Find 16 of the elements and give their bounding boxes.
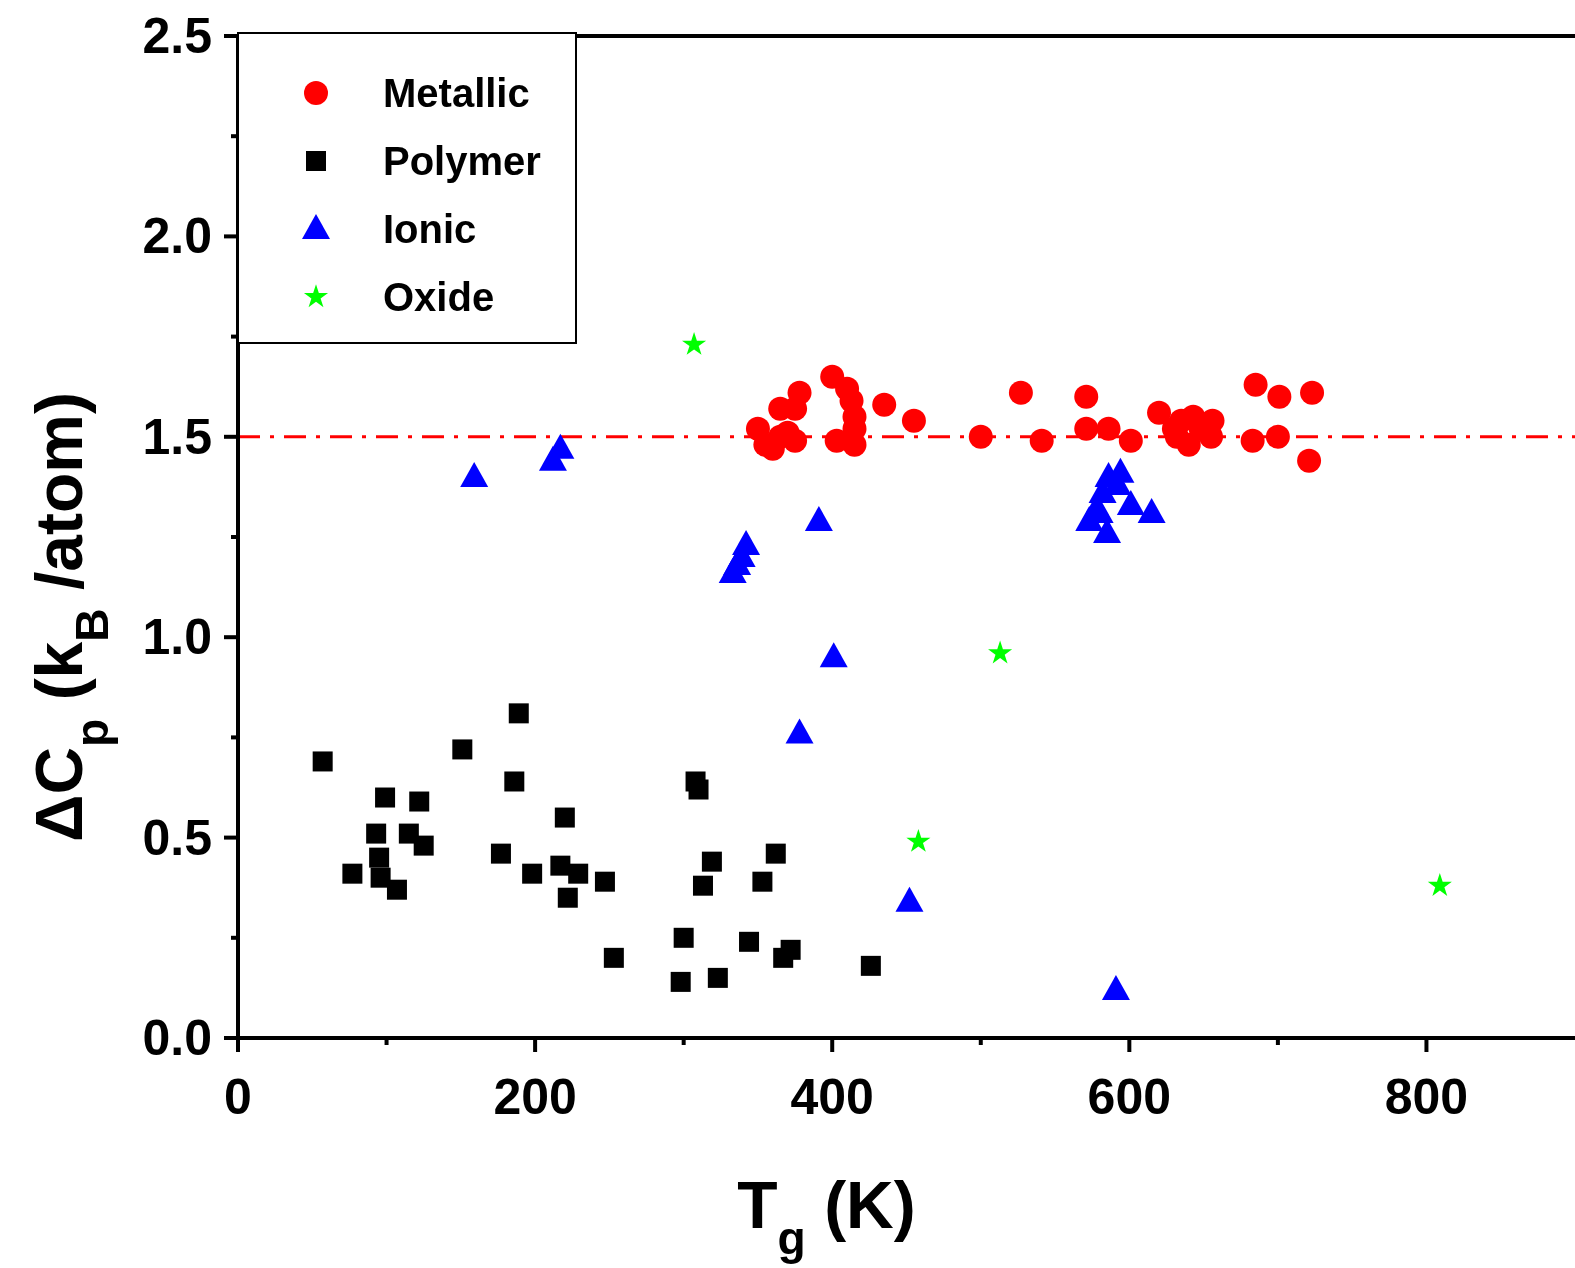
y-tick-label: 2.0 bbox=[142, 208, 212, 265]
x-axis-title: T$_{g}$ (K) bbox=[737, 1168, 916, 1264]
x-tick-label: 600 bbox=[1087, 1069, 1172, 1125]
y-tick-label: 1.5 bbox=[142, 408, 212, 465]
y-tick-label: 0.5 bbox=[142, 809, 212, 866]
legend-label: Oxide bbox=[383, 275, 495, 319]
y-tick-label: 1.0 bbox=[142, 609, 212, 666]
legend-label: Polymer bbox=[383, 139, 541, 183]
x-tick-label: 0 bbox=[224, 1069, 252, 1125]
x-tick-label: 400 bbox=[790, 1069, 874, 1125]
legend-label: Metallic bbox=[383, 71, 530, 115]
x-tick-label: 800 bbox=[1384, 1069, 1469, 1125]
legend-label: Ionic bbox=[383, 207, 477, 251]
y-tick-label: 2.5 bbox=[142, 8, 212, 64]
y-tick-label: 0.0 bbox=[142, 1010, 212, 1066]
x-tick-label: 200 bbox=[493, 1069, 577, 1125]
